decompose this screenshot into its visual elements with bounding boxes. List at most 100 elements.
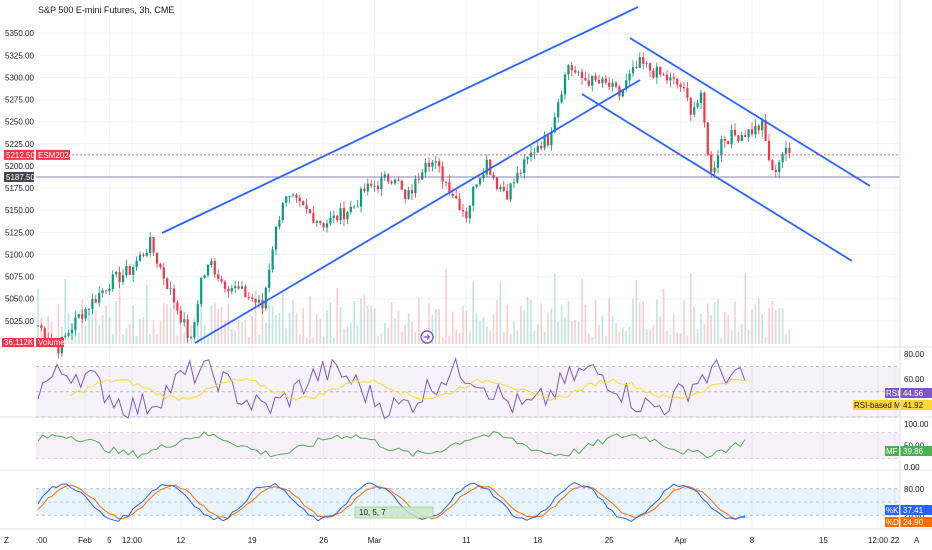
price-lines	[36, 154, 900, 178]
volume-bar	[458, 333, 461, 344]
volume-bar	[224, 320, 226, 344]
volume-bar	[781, 308, 784, 344]
stoch-d-value-badge	[900, 517, 932, 527]
candle-body	[781, 153, 784, 163]
volume-bar	[445, 268, 447, 344]
candle-body	[373, 185, 376, 187]
candle-body	[502, 186, 505, 191]
volume-bar	[380, 333, 383, 344]
price-badge	[4, 149, 34, 160]
volume-bar	[594, 299, 597, 344]
volume-bar	[499, 281, 502, 344]
candle-body	[257, 299, 261, 303]
volume-bar	[384, 322, 386, 344]
candle-body	[563, 74, 567, 95]
volume-bar	[278, 312, 281, 344]
candle-body	[203, 275, 206, 278]
volume-bar	[268, 303, 270, 344]
candle-body	[733, 129, 737, 136]
volume-bar	[652, 324, 655, 344]
volume-bar	[785, 334, 787, 344]
price-badge	[4, 172, 34, 182]
candle-body	[703, 92, 706, 123]
x-tick-label: 5	[107, 536, 112, 545]
volume-bar	[146, 284, 148, 344]
candle-body	[414, 178, 417, 194]
candle-body	[455, 196, 458, 199]
candle-body	[70, 329, 74, 334]
volume-bar	[356, 325, 359, 344]
candle-body	[230, 288, 233, 292]
candle-body	[580, 71, 584, 78]
candle-body	[220, 279, 223, 282]
volume-bar	[309, 296, 311, 344]
candle-body	[87, 308, 91, 310]
ascending-channel-lower	[194, 79, 641, 344]
candle-body	[570, 64, 573, 71]
candle-body	[329, 217, 332, 224]
candle-body	[706, 122, 709, 155]
mf-y-tick: 100.00	[904, 420, 929, 429]
volume-bar	[465, 310, 468, 344]
candle-body	[183, 319, 186, 323]
volume-bar	[418, 298, 420, 344]
candle-body	[540, 145, 543, 149]
stoch-k-name-badge	[885, 505, 899, 515]
mf-y-tick: 0.00	[904, 463, 920, 472]
volume-bar	[574, 320, 576, 344]
candle-body	[77, 314, 80, 318]
mf-value-badge	[900, 446, 932, 456]
candle-body	[652, 70, 655, 78]
candle-body	[166, 278, 169, 290]
candle-body	[560, 94, 563, 103]
candle-body	[138, 254, 142, 261]
candle-body	[679, 84, 682, 88]
candle-body	[536, 145, 539, 153]
volume-bar	[438, 308, 440, 344]
candle-body	[492, 174, 495, 178]
symbol-badge-label: ESM2024	[38, 151, 74, 160]
candle-body	[645, 63, 648, 65]
volume-bar	[737, 331, 740, 344]
volume-bar	[489, 330, 491, 344]
candle-body	[625, 80, 628, 90]
event-arrow-icon	[423, 334, 431, 340]
volume-bar	[632, 298, 634, 344]
volume-bar	[176, 335, 179, 344]
volume-bar	[91, 296, 94, 344]
volume-bar	[754, 304, 757, 344]
volume-bar	[720, 337, 723, 344]
rsi-y-tick: 80.00	[904, 350, 925, 359]
candle-body	[169, 288, 172, 290]
candle-body	[407, 190, 410, 200]
candle-body	[288, 195, 291, 197]
volume-bar	[768, 307, 770, 344]
rsi-value-label: 44.56	[903, 389, 924, 398]
volume-bar	[625, 330, 627, 344]
candle-body	[631, 67, 635, 74]
candle-body	[648, 63, 652, 71]
volume-bar	[220, 306, 223, 344]
volume-bar	[584, 304, 587, 344]
volume-bar	[669, 334, 672, 344]
volume-bar	[713, 302, 716, 344]
volume-bar	[237, 319, 240, 344]
rsi-ma-name-label: RSI-based MA	[854, 401, 907, 410]
candle-body	[774, 170, 777, 172]
volume-bar	[730, 330, 733, 344]
candle-body	[227, 288, 230, 292]
candle-body	[339, 208, 342, 221]
candle-body	[713, 167, 716, 173]
candle-body	[604, 78, 607, 83]
candle-body	[608, 82, 611, 87]
volume-bar	[734, 301, 736, 344]
candle-body	[669, 77, 672, 81]
candle-body	[431, 162, 434, 167]
volume-bar	[241, 322, 243, 344]
mf-name-label: MF	[886, 447, 898, 456]
volume-bar	[363, 294, 366, 344]
volume-bar	[207, 333, 209, 344]
x-tick-label: 18	[533, 536, 542, 545]
volume-bar	[166, 304, 168, 344]
